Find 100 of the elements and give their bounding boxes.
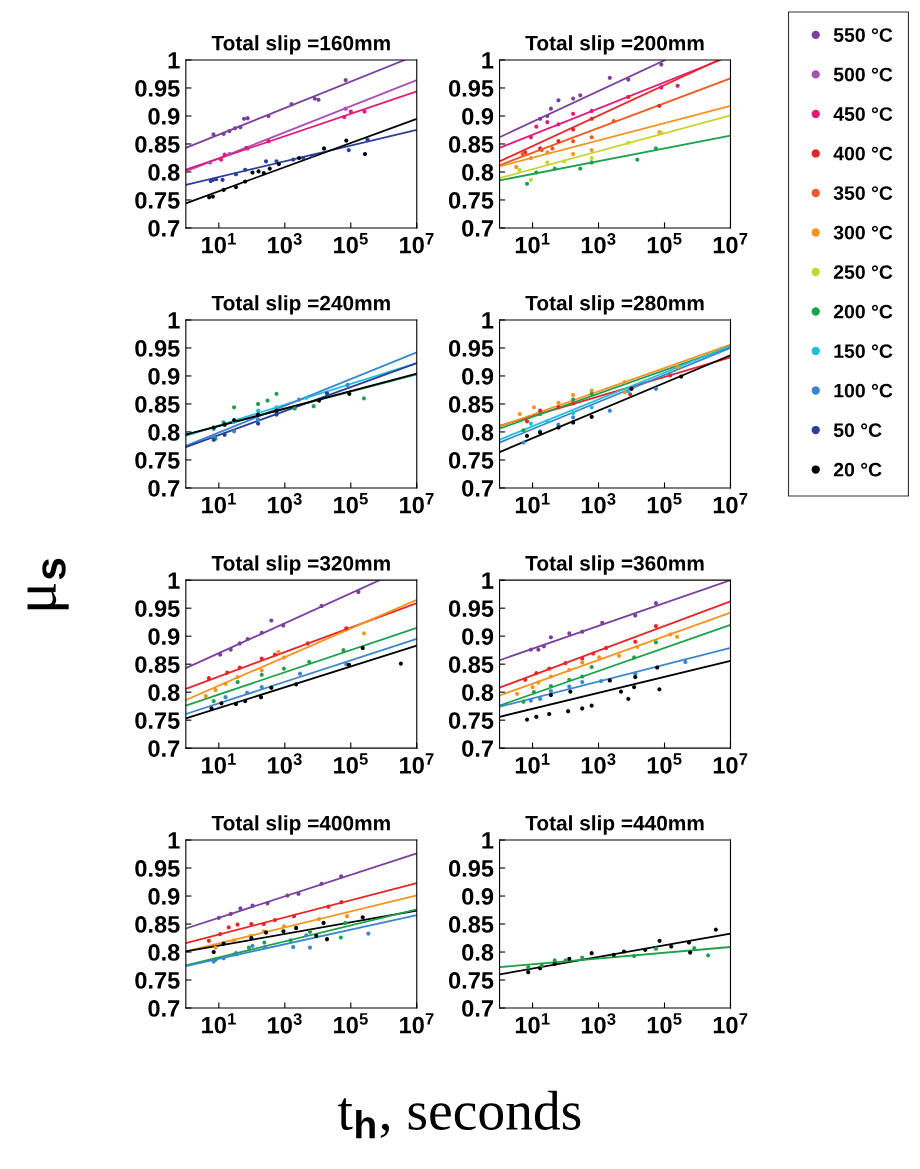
y-tick-label: 0.7 xyxy=(462,220,493,237)
y-tick-label: 0.9 xyxy=(462,108,494,125)
x-tick-label: 10$^{1}$ xyxy=(202,1013,236,1034)
x-tick-label: 10$^{3}$ xyxy=(581,1013,616,1034)
y-tick-label: 0.75 xyxy=(448,712,494,729)
x-tick-label: 10$^{3}$ xyxy=(581,493,616,514)
x-tick-label: 10$^{5}$ xyxy=(647,493,682,514)
legend-label: 50 °C xyxy=(833,423,882,438)
legend-label: 450 °C xyxy=(833,107,893,121)
y-tick-label: 1 xyxy=(168,52,180,69)
y-tick-label: 0.95 xyxy=(448,860,494,877)
y-tick-label: 0.7 xyxy=(148,740,180,757)
legend-label: 550 °C xyxy=(833,28,893,42)
y-tick-label: 0.95 xyxy=(135,600,180,617)
chart-title: Total slip =400mm xyxy=(211,815,390,835)
x-tick-label: 10$^{7}$ xyxy=(713,493,748,514)
y-tick-label: 0.75 xyxy=(135,712,180,729)
x-tick-label: 10$^{3}$ xyxy=(581,233,616,254)
x-tick-label: 10$^{1}$ xyxy=(202,493,236,514)
x-tick-label: 10$^{5}$ xyxy=(647,753,682,774)
y-tick-label: 1 xyxy=(168,832,180,849)
y-tick-label: 0.7 xyxy=(148,1000,180,1017)
x-tick-label: 10$^{3}$ xyxy=(268,1013,302,1034)
y-tick-label: 0.7 xyxy=(148,220,180,237)
x-tick-label: 10$^{1}$ xyxy=(202,233,236,254)
x-tick-label: 10$^{7}$ xyxy=(400,233,434,254)
y-tick-label: 0.9 xyxy=(148,628,180,645)
y-tick-label: 0.9 xyxy=(148,368,180,385)
y-tick-label: 0.95 xyxy=(448,340,494,357)
y-tick-label: 0.95 xyxy=(135,340,180,357)
y-tick-label: 1 xyxy=(168,312,180,329)
legend-label: 350 °C xyxy=(833,186,893,200)
y-tick-label: 0.7 xyxy=(462,1000,493,1017)
y-tick-label: 0.95 xyxy=(448,600,494,617)
y-tick-label: 0.9 xyxy=(148,888,180,905)
y-tick-label: 0.95 xyxy=(448,80,494,97)
y-tick-label: 0.85 xyxy=(448,136,494,153)
y-tick-label: 0.85 xyxy=(135,916,180,933)
x-tick-label: 10$^{5}$ xyxy=(334,1013,368,1034)
y-tick-label: 0.7 xyxy=(462,740,493,757)
y-tick-label: 0.85 xyxy=(448,396,494,413)
y-tick-label: 0.8 xyxy=(462,944,494,961)
x-tick-label: 10$^{7}$ xyxy=(713,753,748,774)
y-tick-label: 0.85 xyxy=(135,656,180,673)
legend-label: 500 °C xyxy=(833,67,893,82)
x-tick-label: 10$^{1}$ xyxy=(515,753,550,774)
y-tick-label: 0.8 xyxy=(148,424,180,441)
y-tick-label: 0.75 xyxy=(448,972,494,989)
text: μ$_{s}$ xyxy=(27,558,69,610)
y-tick-label: 0.8 xyxy=(462,684,494,701)
y-tick-label: 0.8 xyxy=(462,164,494,181)
y-tick-label: 0.7 xyxy=(148,480,180,497)
y-tick-label: 0.95 xyxy=(135,860,180,877)
y-tick-label: 0.9 xyxy=(148,108,180,125)
text: t$_{h}$, seconds xyxy=(338,1090,581,1139)
y-tick-label: 0.75 xyxy=(448,192,494,209)
y-tick-label: 0.75 xyxy=(135,192,180,209)
chart-title: Total slip =160mm xyxy=(211,35,390,55)
y-tick-label: 1 xyxy=(482,832,494,849)
y-tick-label: 0.85 xyxy=(135,136,180,153)
x-tick-label: 10$^{7}$ xyxy=(400,493,434,514)
legend-label: 100 °C xyxy=(834,383,893,398)
y-tick-label: 1 xyxy=(482,572,494,589)
y-tick-label: 0.85 xyxy=(448,656,494,673)
x-tick-label: 10$^{5}$ xyxy=(334,493,368,514)
y-tick-label: 0.8 xyxy=(148,684,180,701)
chart-title: Total slip =320mm xyxy=(211,555,390,575)
y-tick-label: 0.75 xyxy=(448,452,494,469)
x-tick-label: 10$^{7}$ xyxy=(400,753,434,774)
x-tick-label: 10$^{7}$ xyxy=(713,233,748,254)
y-tick-label: 0.85 xyxy=(448,916,494,933)
chart-title: Total slip =200mm xyxy=(525,35,704,55)
x-tick-label: 10$^{3}$ xyxy=(268,493,302,514)
y-tick-label: 0.9 xyxy=(462,628,494,645)
x-tick-label: 10$^{3}$ xyxy=(268,233,302,254)
legend-label: 150 °C xyxy=(834,344,893,359)
x-tick-label: 10$^{1}$ xyxy=(515,233,550,254)
chart-title: Total slip =240mm xyxy=(211,295,390,315)
y-tick-label: 0.85 xyxy=(135,396,180,413)
chart-title: Total slip =360mm xyxy=(525,555,704,575)
chart-title: Total slip =440mm xyxy=(525,815,704,835)
x-tick-label: 10$^{1}$ xyxy=(515,493,550,514)
y-tick-label: 1 xyxy=(482,312,494,329)
chart-title: Total slip =280mm xyxy=(525,295,704,315)
legend-label: 300 °C xyxy=(833,225,893,240)
x-tick-label: 10$^{3}$ xyxy=(581,753,616,774)
x-tick-label: 10$^{3}$ xyxy=(268,753,302,774)
y-tick-label: 0.9 xyxy=(462,888,494,905)
y-tick-label: 0.95 xyxy=(135,80,180,97)
y-tick-label: 0.75 xyxy=(135,452,180,469)
y-tick-label: 1 xyxy=(482,52,494,69)
x-tick-label: 10$^{7}$ xyxy=(400,1013,434,1034)
y-tick-label: 0.8 xyxy=(148,944,180,961)
legend-label: 250 °C xyxy=(833,265,893,279)
x-tick-label: 10$^{5}$ xyxy=(334,753,368,774)
x-tick-label: 10$^{7}$ xyxy=(713,1013,748,1034)
legend-label: 400 °C xyxy=(833,146,893,161)
y-tick-label: 0.75 xyxy=(135,972,180,989)
y-tick-label: 0.7 xyxy=(462,480,493,497)
y-tick-label: 1 xyxy=(168,572,180,589)
